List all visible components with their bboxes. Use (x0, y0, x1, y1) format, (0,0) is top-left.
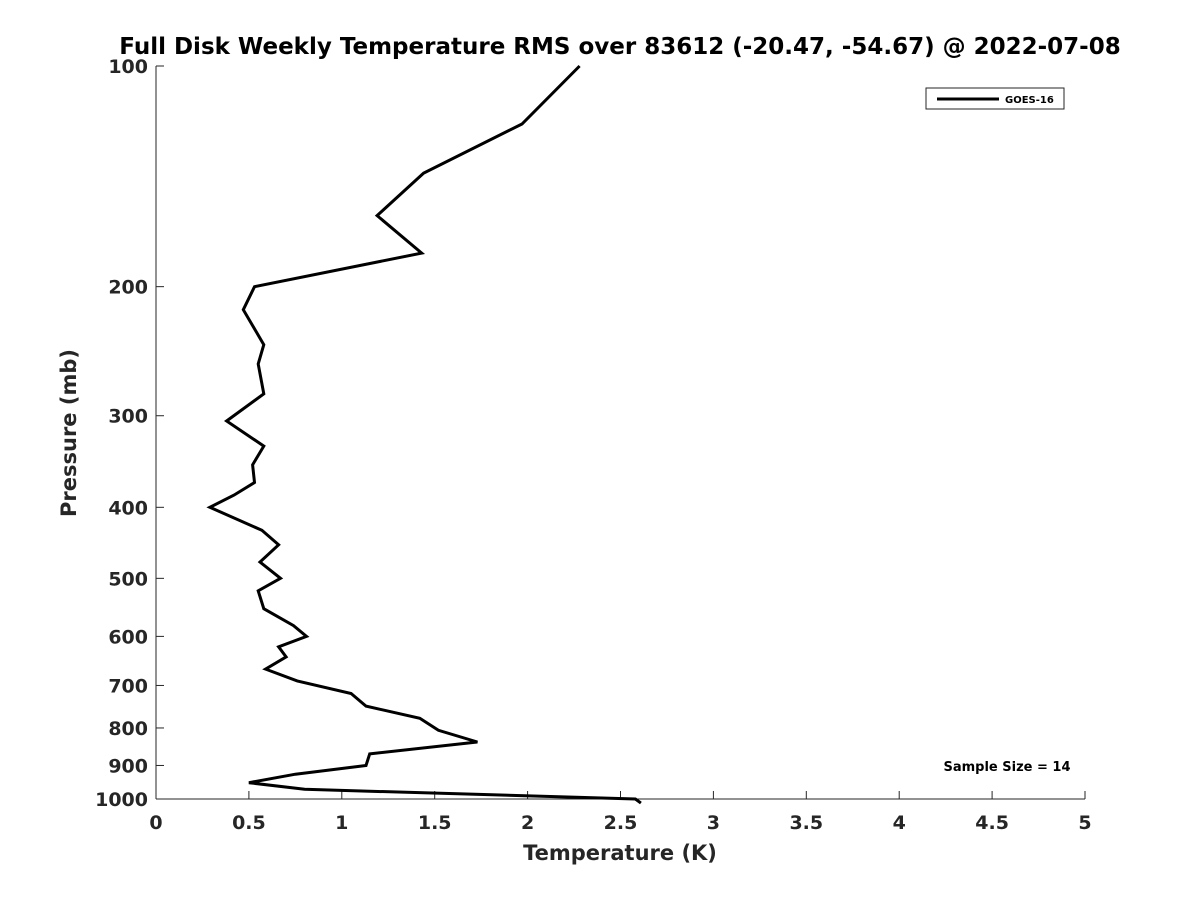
y-tick-label: 800 (108, 718, 148, 740)
y-tick-label: 100 (108, 56, 148, 78)
y-tick-label: 300 (108, 406, 148, 428)
x-axis-ticks: 0 0.5 1 1.5 2 2.5 3 3.5 4 4.5 5 (149, 791, 1092, 834)
x-tick-label: 2 (521, 812, 534, 834)
x-tick-label: 4 (893, 812, 906, 834)
y-tick-label: 500 (108, 568, 148, 590)
y-axis-label: Pressure (mb) (57, 349, 81, 517)
x-tick-label: 1.5 (418, 812, 452, 834)
x-tick-label: 3 (707, 812, 720, 834)
x-axis-label: Temperature (K) (523, 841, 717, 865)
sample-size-annotation: Sample Size = 14 (943, 760, 1070, 775)
y-tick-label: 900 (108, 755, 148, 777)
y-axis-ticks: 100 200 300 400 500 600 700 800 900 1000 (95, 56, 164, 811)
y-tick-label: 400 (108, 497, 148, 519)
x-tick-label: 3.5 (789, 812, 823, 834)
y-tick-label: 200 (108, 277, 148, 299)
y-tick-label: 600 (108, 626, 148, 648)
x-tick-label: 1 (335, 812, 348, 834)
x-tick-label: 2.5 (604, 812, 638, 834)
legend-label-goes-16: GOES-16 (1005, 95, 1054, 106)
x-tick-label: 0.5 (232, 812, 266, 834)
series-layer (206, 64, 642, 805)
x-tick-label: 5 (1078, 812, 1091, 834)
x-tick-label: 0 (149, 812, 162, 834)
y-tick-label: 700 (108, 675, 148, 697)
x-tick-label: 4.5 (975, 812, 1009, 834)
chart-title: Full Disk Weekly Temperature RMS over 83… (119, 34, 1121, 60)
legend: GOES-16 (925, 87, 1065, 110)
y-tick-label: 1000 (95, 789, 148, 811)
series-line-goes-16 (206, 64, 642, 805)
